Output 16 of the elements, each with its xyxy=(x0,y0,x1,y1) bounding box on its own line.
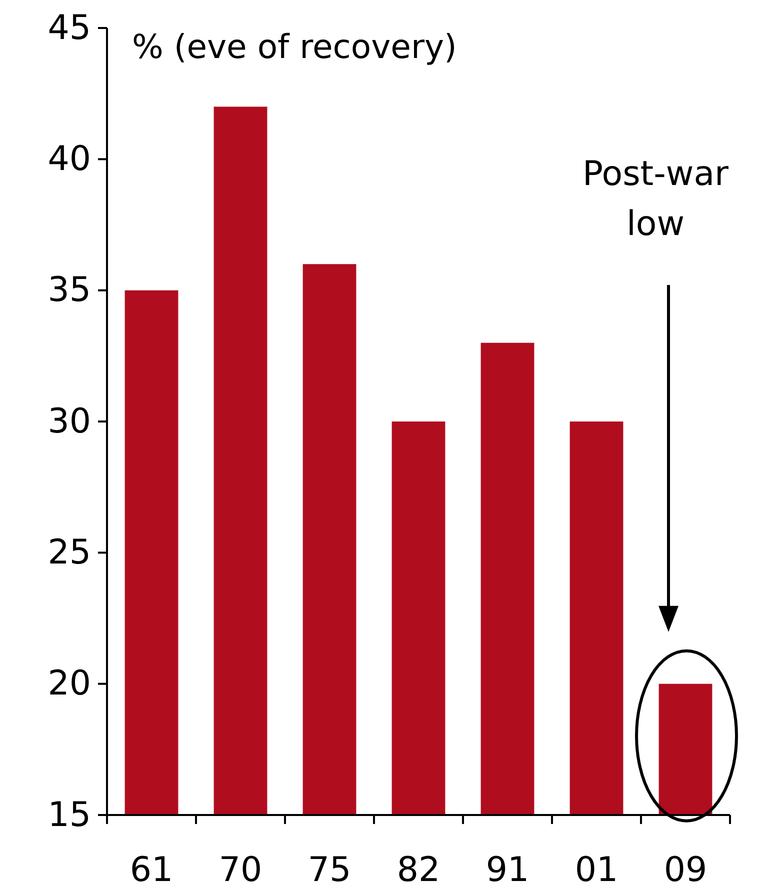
x-tick-label: 61 xyxy=(130,850,174,890)
annotation: Post-war low xyxy=(582,154,729,244)
x-tick-label: 91 xyxy=(486,850,530,890)
y-tick-label: 20 xyxy=(48,664,91,704)
y-tick-label: 45 xyxy=(48,8,91,48)
y-tick-label: 15 xyxy=(48,794,91,835)
x-tick-label: 75 xyxy=(308,850,352,890)
x-tick-label: 70 xyxy=(218,850,262,890)
x-tick-label: 01 xyxy=(574,850,618,890)
x-tick-label: 09 xyxy=(664,850,708,890)
y-tick-label: 25 xyxy=(48,532,91,573)
y-axis-title: % (eve of recovery) xyxy=(132,27,457,66)
y-tick-label: 35 xyxy=(48,270,91,310)
y-tick-label: 40 xyxy=(48,139,91,180)
y-tick-label: 30 xyxy=(48,401,91,442)
x-tick-label: 82 xyxy=(396,850,440,890)
